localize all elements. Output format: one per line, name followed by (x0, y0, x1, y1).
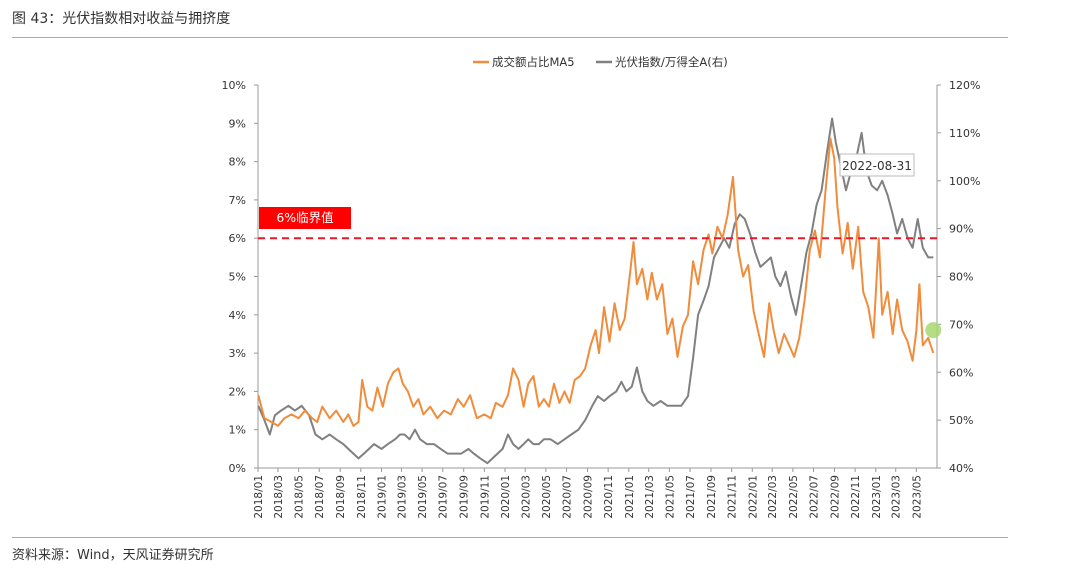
x-tick-label: 2021/05 (664, 475, 676, 519)
y-left-tick-label: 1% (229, 424, 246, 437)
x-tick-label: 2020/11 (603, 475, 615, 519)
bottom-rule (12, 537, 1008, 538)
y-right-tick-label: 90% (949, 223, 973, 236)
x-tick-label: 2021/11 (727, 475, 739, 519)
x-tick-label: 2018/09 (335, 475, 347, 519)
x-tick-label: 2018/07 (314, 475, 326, 519)
x-tick-label: 2020/09 (583, 475, 595, 519)
x-tick-label: 2022/01 (747, 475, 759, 519)
x-tick-label: 2022/07 (809, 475, 821, 519)
series-line-1 (257, 137, 935, 427)
x-tick-label: 2021/07 (685, 475, 697, 519)
y-right-tick-label: 110% (949, 127, 980, 140)
axes: 0% 1% 2% 3% 4% 5% 6% 7% 8% 9% 10% 40% 50% 60% 70% 80% 90… (222, 79, 981, 519)
x-tick-label: 2019/11 (479, 475, 491, 519)
x-tick-label: 2023/05 (911, 475, 923, 519)
x-tick-label: 2020/07 (562, 475, 574, 519)
legend-label-1: 成交额占比MA5 (492, 55, 575, 69)
y-right-tick-label: 80% (949, 271, 973, 284)
x-tick-label: 2020/01 (500, 475, 512, 519)
x-tick-label: 2019/03 (396, 475, 408, 519)
x-tick-label: 2023/01 (871, 475, 883, 519)
top-rule (12, 37, 1008, 38)
series-layer (257, 117, 935, 465)
x-tick-label: 2021/03 (644, 475, 656, 519)
y-left-tick-label: 6% (229, 232, 246, 245)
y-left-tick-label: 0% (229, 462, 246, 475)
x-tick-label: 2020/03 (520, 475, 532, 519)
overlay-layer: 6%临界值 2022-08-31 (258, 153, 942, 339)
x-tick-label: 2019/09 (459, 475, 471, 519)
x-tick-label: 2022/11 (850, 475, 862, 519)
legend: 成交额占比MA5 光伏指数/万得全A(右) (473, 55, 728, 69)
threshold-label-box (259, 207, 351, 229)
y-left-tick-label: 2% (229, 385, 246, 398)
x-tick-label: 2018/03 (273, 475, 285, 519)
x-tick-label: 2018/05 (294, 475, 306, 519)
y-left-tick-label: 7% (229, 194, 246, 207)
x-tick-label: 2019/07 (438, 475, 450, 519)
annotation-box (839, 153, 915, 177)
highlight-marker (925, 322, 942, 339)
y-right-tick-label: 60% (949, 366, 973, 379)
x-tick-label: 2019/01 (376, 475, 388, 519)
y-left-tick-label: 4% (229, 309, 246, 322)
x-tick-label: 2018/01 (253, 475, 265, 519)
chart: 成交额占比MA5 光伏指数/万得全A(右) 0% 1% 2% 3% 4% 5% 6% 7% 8% 9… (222, 55, 981, 519)
x-tick-label: 2020/05 (541, 475, 553, 519)
source-note: 资料来源：Wind，天风证券研究所 (12, 548, 214, 563)
y-left-tick-label: 5% (229, 271, 246, 284)
y-right-tick-label: 50% (949, 414, 973, 427)
figure-title: 图 43：光伏指数相对收益与拥挤度 (12, 11, 231, 27)
series-line-2 (257, 117, 934, 465)
x-tick-label: 2021/01 (624, 475, 636, 519)
x-tick-label: 2019/05 (417, 475, 429, 519)
x-tick-label: 2023/03 (891, 475, 903, 519)
x-tick-label: 2021/09 (706, 475, 718, 519)
y-right-tick-label: 70% (949, 318, 973, 331)
x-tick-label: 2022/03 (767, 475, 779, 519)
annotation-label: 2022-08-31 (842, 159, 912, 173)
y-right-tick-label: 40% (949, 462, 973, 475)
threshold-label: 6%临界值 (276, 210, 333, 225)
y-right-tick-label: 100% (949, 175, 980, 188)
x-tick-label: 2022/09 (829, 475, 841, 519)
y-left-tick-label: 9% (229, 117, 246, 130)
legend-label-2: 光伏指数/万得全A(右) (615, 55, 728, 69)
y-left-tick-label: 10% (222, 79, 246, 92)
x-tick-label: 2018/11 (356, 475, 368, 519)
y-right-tick-label: 120% (949, 79, 980, 92)
y-left-tick-label: 3% (229, 347, 246, 360)
x-tick-label: 2022/05 (788, 475, 800, 519)
y-left-tick-label: 8% (229, 156, 246, 169)
